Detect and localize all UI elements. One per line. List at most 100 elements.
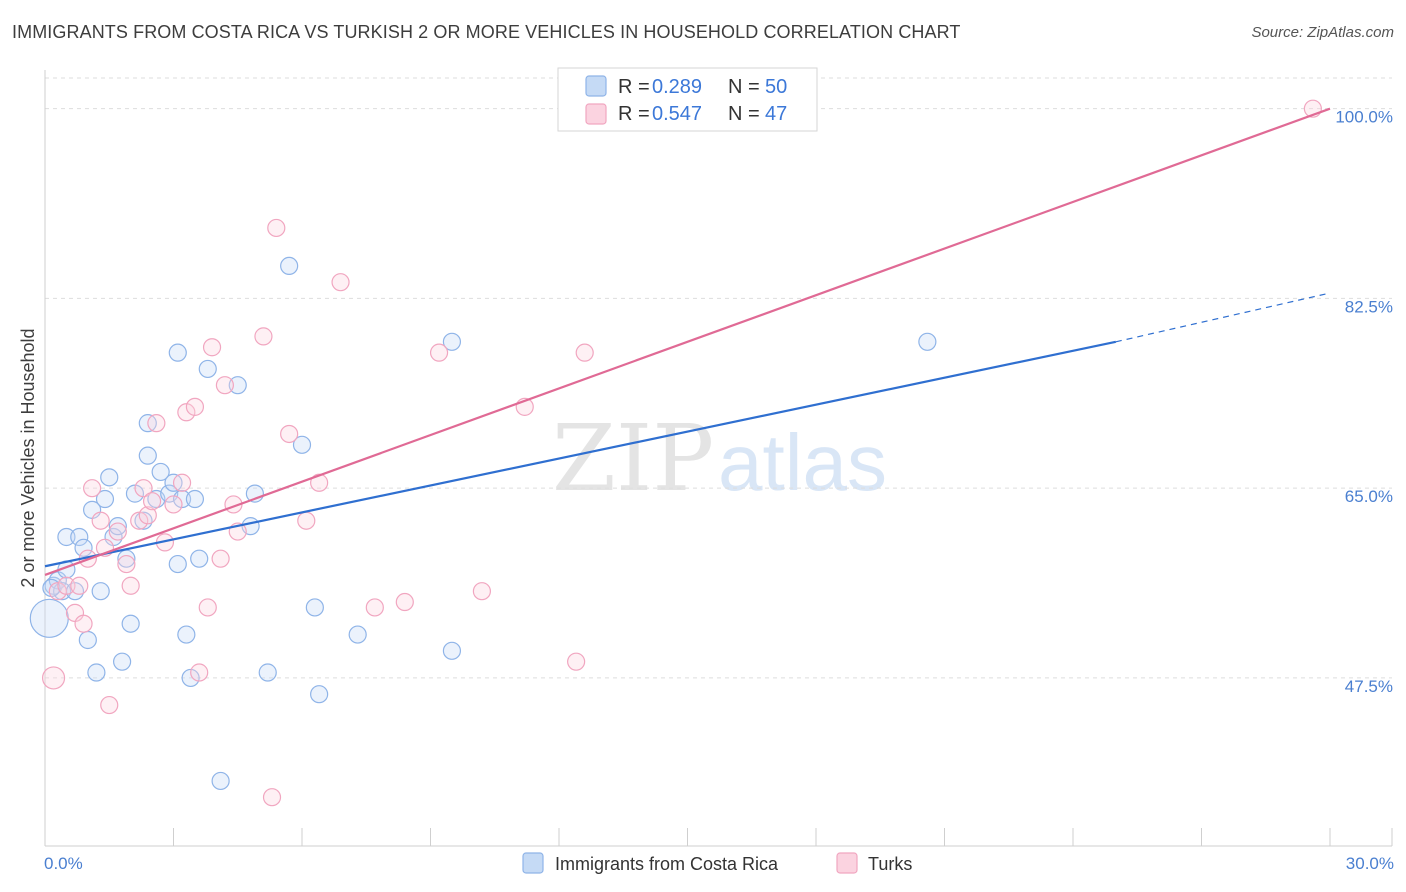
y-tick-label: 82.5% [1345,297,1393,316]
blue-point [70,527,89,547]
blue-point [172,489,192,509]
blue-point [112,652,132,671]
legend: R = 0.289 N = 50 R = 0.547 N = 47 [557,67,818,132]
legend-n-label-2: N = [728,103,760,125]
blue-point [125,484,145,503]
bottom-legend-swatch-blue [522,852,544,874]
trendline-turks [44,107,1331,576]
blue-point [100,468,119,487]
pink-point [567,652,586,671]
y-tick-label: 47.5% [1345,677,1393,696]
pink-point [121,576,140,595]
legend-r-label-2: R = [618,103,650,125]
pink-point [48,582,67,601]
blue-point [348,625,367,644]
pink-point [142,492,162,511]
blue-point [185,489,205,509]
pink-point [297,511,316,530]
pink-point [331,273,350,292]
bottom-legend: Immigrants from Costa Rica Turks [522,852,912,874]
blue-point [168,554,187,574]
legend-swatch-blue [585,75,607,97]
legend-n-label-1: N = [728,76,760,98]
blue-point [78,630,97,650]
blue-point [190,549,209,568]
bottom-legend-swatch-pink [836,852,858,874]
pink-point [429,343,449,362]
blue-point [918,332,937,351]
bottom-legend-label-blue: Immigrants from Costa Rica [555,854,779,874]
pink-point [262,788,282,807]
pink-point [147,414,166,433]
pink-point [100,695,119,715]
pink-point [70,576,89,595]
pink-point [395,592,414,612]
pink-point [202,338,222,357]
y-tick-label: 100.0% [1335,108,1393,127]
blue-point [258,663,277,682]
blue-point [305,598,324,617]
blue-point [151,462,170,482]
legend-swatch-pink [585,103,607,125]
pink-point [190,663,209,682]
pink-point [172,473,192,492]
blue-point [29,598,69,638]
pink-point [41,666,66,690]
pink-point [130,511,149,530]
pink-point [472,582,491,601]
pink-point [83,479,102,498]
pink-point [575,343,594,362]
x-tick-label-max: 30.0% [1346,854,1394,873]
pink-point [108,522,127,541]
x-tick-label-min: 0.0% [44,854,83,873]
pink-point [198,598,217,617]
pink-point [164,495,183,514]
pink-point [185,397,205,416]
legend-n-value-1: 50 [765,76,787,98]
y-axis-label: 2 or more Vehicles in Household [18,328,38,587]
gridlines [45,77,1392,679]
watermark: ZIP atlas [552,405,887,512]
pink-point [117,554,136,574]
legend-n-value-2: 47 [765,103,787,125]
blue-point [310,685,329,704]
pink-point [211,549,230,568]
blue-point [442,641,462,660]
blue-point [292,435,312,454]
pink-point [365,598,384,617]
series-turks [41,99,1322,807]
blue-point [177,625,196,644]
pink-point [254,327,273,346]
blue-point [87,663,106,682]
y-tick-labels: 47.5% 65.0% 82.5% 100.0% [1335,108,1393,696]
bottom-legend-label-pink: Turks [868,854,912,874]
pink-point [57,576,76,595]
pink-point [280,424,299,444]
blue-point [442,332,462,351]
pink-point [215,376,234,395]
blue-point [280,256,299,276]
pink-point [138,506,157,525]
blue-point [74,538,93,557]
blue-point [168,343,187,362]
blue-point [198,359,217,379]
blue-point [121,614,140,633]
trendlines [44,107,1331,576]
watermark-zip: ZIP [552,405,714,512]
x-ticks [44,828,1393,846]
series-immigrants-costa-rica [29,256,937,791]
pink-point [177,403,196,422]
legend-r-value-2: 0.547 [652,103,702,125]
pink-point [74,614,93,633]
source-label: Source: ZipAtlas.com [1251,24,1394,41]
legend-r-value-1: 0.289 [652,76,702,98]
blue-point [181,668,200,688]
trendline-costa-rica-extension [1115,292,1331,343]
trendline-costa-rica [44,340,1117,568]
blue-point [108,517,127,536]
y-tick-label: 65.0% [1345,487,1393,506]
blue-point [138,446,157,465]
pink-point [134,479,153,498]
blue-point [228,376,247,395]
